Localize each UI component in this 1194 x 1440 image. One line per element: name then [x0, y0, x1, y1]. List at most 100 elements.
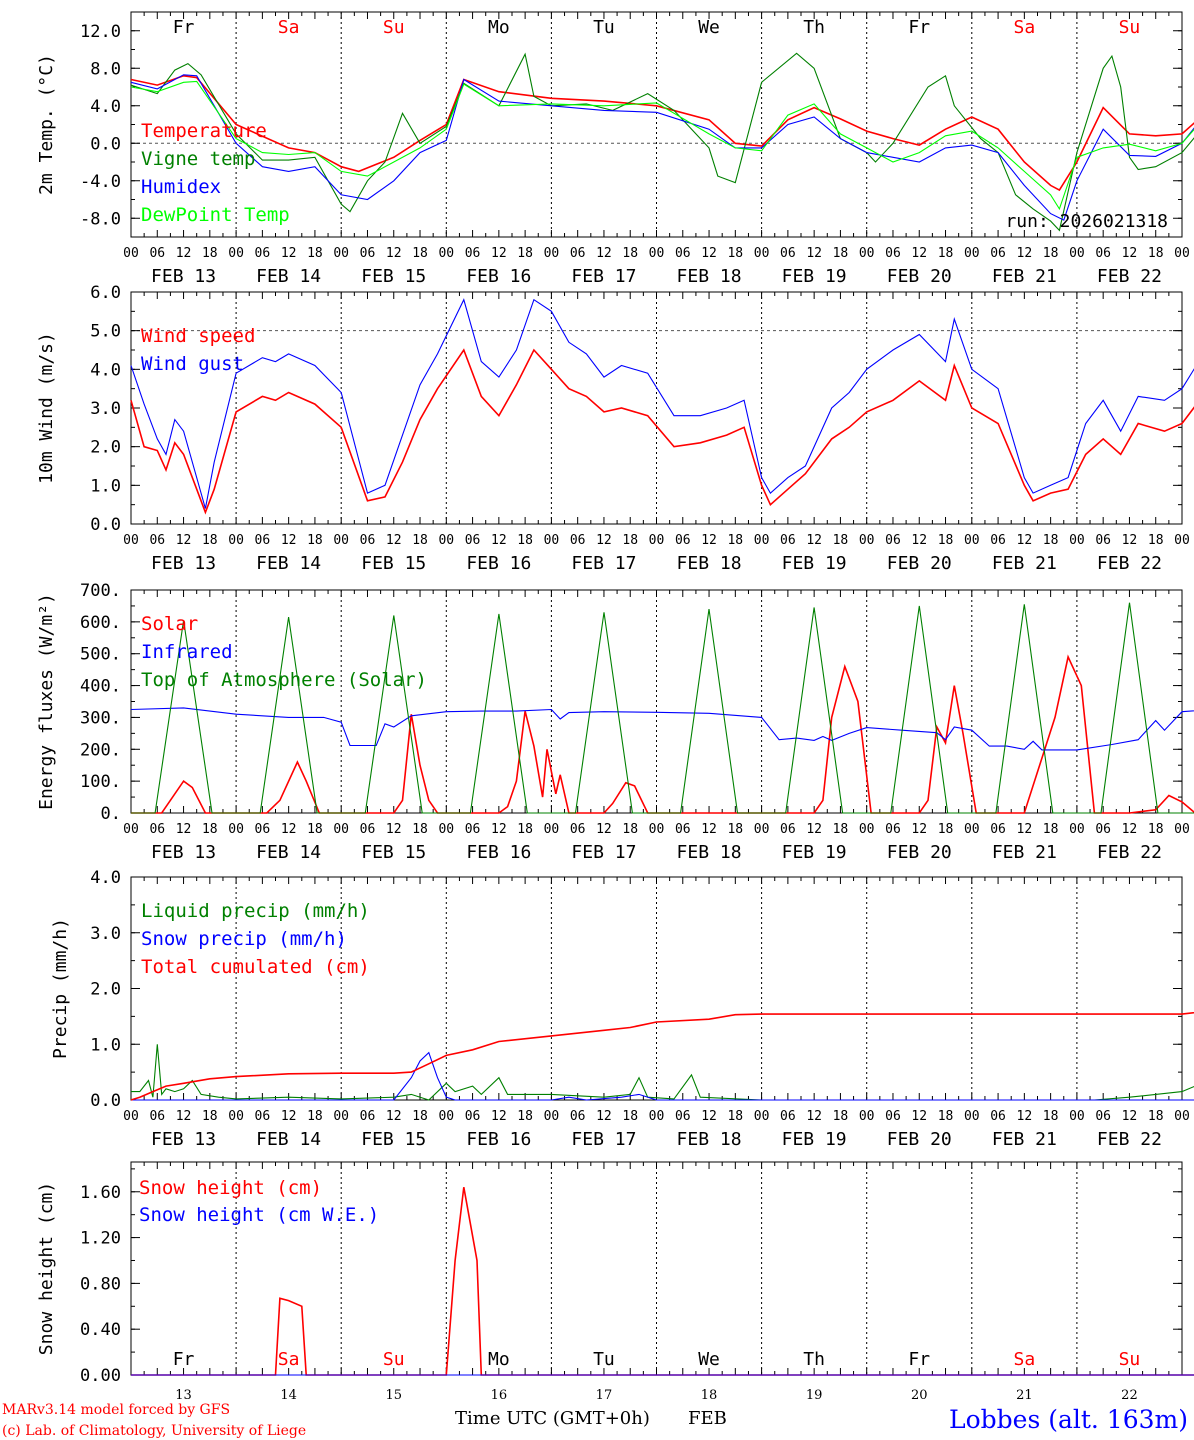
hour-tick-label: 12 — [176, 1109, 192, 1124]
weekday-label: Sa — [1014, 1349, 1036, 1370]
hour-tick-label: 12 — [1122, 533, 1138, 548]
hour-tick-label: 18 — [938, 1109, 954, 1124]
hour-tick-label: 18 — [307, 246, 323, 261]
hour-tick-label: 06 — [465, 246, 481, 261]
credit-lab: (c) Lab. of Climatology, University of L… — [2, 1423, 306, 1439]
hour-tick-label: 00 — [544, 246, 560, 261]
hour-tick-label: 18 — [938, 533, 954, 548]
series-liquid-precip-mm-h — [131, 1044, 1194, 1101]
y-tick-label: 600. — [80, 613, 121, 633]
hour-tick-label: 18 — [833, 1109, 849, 1124]
y-axis-title: Snow height (cm) — [36, 1182, 57, 1355]
date-label: FEB 14 — [256, 266, 321, 287]
legend-entry: Total cumulated (cm) — [141, 956, 370, 978]
hour-tick-label: 00 — [123, 246, 139, 261]
hour-tick-label: 06 — [1095, 246, 1111, 261]
hour-tick-label: 12 — [1017, 533, 1033, 548]
hour-tick-label: 00 — [333, 822, 349, 837]
series-wind-gust — [130, 298, 1194, 509]
hour-tick-label: 00 — [123, 1109, 139, 1124]
date-label: FEB 13 — [151, 553, 216, 574]
hour-tick-label: 00 — [228, 1109, 244, 1124]
hour-tick-label: 12 — [176, 822, 192, 837]
hour-tick-label: 06 — [990, 533, 1006, 548]
hour-tick-label: 18 — [1148, 1109, 1164, 1124]
hour-tick-label: 18 — [1148, 246, 1164, 261]
date-label: FEB 13 — [151, 842, 216, 863]
series-dewpoint-temp — [130, 80, 1194, 211]
date-label: FEB 17 — [571, 553, 636, 574]
hour-tick-label: 18 — [727, 246, 743, 261]
hour-tick-label: 12 — [491, 822, 507, 837]
y-tick-label: 6.0 — [90, 283, 121, 303]
y-tick-label: 3.0 — [90, 924, 121, 944]
weekday-label: Mo — [488, 17, 510, 38]
hour-tick-label: 12 — [596, 246, 612, 261]
station-title: Lobbes (alt. 163m) — [949, 1405, 1188, 1434]
hour-tick-label: 18 — [202, 246, 218, 261]
day-number: 21 — [1016, 1388, 1033, 1403]
hour-tick-label: 12 — [911, 1109, 927, 1124]
hour-tick-label: 00 — [1069, 822, 1085, 837]
hour-tick-label: 00 — [1174, 246, 1190, 261]
y-tick-label: 2.0 — [90, 438, 121, 458]
date-label: FEB 15 — [361, 842, 426, 863]
date-label: FEB 14 — [256, 842, 321, 863]
hour-tick-label: 00 — [649, 533, 665, 548]
hour-tick-label: 00 — [333, 1109, 349, 1124]
hour-tick-label: 18 — [1148, 533, 1164, 548]
hour-tick-label: 12 — [281, 246, 297, 261]
hour-tick-label: 00 — [964, 822, 980, 837]
hour-tick-label: 18 — [202, 533, 218, 548]
weekday-label: We — [698, 1349, 720, 1370]
y-tick-label: 0.0 — [90, 515, 121, 535]
hour-tick-label: 00 — [228, 533, 244, 548]
hour-tick-label: 06 — [885, 533, 901, 548]
hour-tick-label: 00 — [228, 246, 244, 261]
panel-energy: 0. 100. 200. 300. 400. 500. 600. 700. Energy flu… — [36, 581, 1194, 863]
hour-tick-label: 00 — [1174, 822, 1190, 837]
date-label: FEB 18 — [677, 1129, 742, 1150]
date-label: FEB 13 — [151, 1129, 216, 1150]
date-label: FEB 19 — [782, 266, 847, 287]
hour-tick-label: 06 — [465, 822, 481, 837]
y-tick-label: 2.0 — [90, 980, 121, 1000]
y-tick-label: 0.00 — [80, 1366, 121, 1386]
series-humidex — [130, 74, 1194, 221]
weekday-label: Th — [803, 17, 825, 38]
hour-tick-label: 06 — [360, 533, 376, 548]
date-label: FEB 15 — [361, 1129, 426, 1150]
legend-entry: Liquid precip (mm/h) — [141, 900, 370, 922]
hour-tick-label: 06 — [885, 822, 901, 837]
hour-tick-label: 06 — [360, 822, 376, 837]
hour-tick-label: 18 — [307, 1109, 323, 1124]
y-tick-label: 8.0 — [90, 59, 121, 79]
hour-tick-label: 12 — [701, 822, 717, 837]
date-label: FEB 17 — [571, 1129, 636, 1150]
hour-tick-label: 12 — [596, 822, 612, 837]
hour-tick-label: 00 — [1174, 533, 1190, 548]
hour-tick-label: 18 — [622, 822, 638, 837]
hour-tick-label: 12 — [176, 533, 192, 548]
hour-tick-label: 00 — [754, 822, 770, 837]
panel-temp: -8.0 -4.0 0.0 4.0 8.0 12.0 2m Temp. (°C) 00 06 12… — [36, 11, 1194, 287]
date-label: FEB 20 — [887, 266, 952, 287]
x-axis-title: Time UTC (GMT+0h) — [455, 1408, 650, 1429]
y-tick-label: 0.0 — [90, 1091, 121, 1111]
hour-tick-label: 18 — [833, 246, 849, 261]
weekday-label: Tu — [593, 17, 615, 38]
hour-tick-label: 18 — [1148, 822, 1164, 837]
series-infrared — [130, 707, 1194, 751]
y-tick-label: 1.0 — [90, 476, 121, 496]
legend-entry: Wind speed — [141, 325, 255, 347]
hour-tick-label: 12 — [281, 1109, 297, 1124]
date-label: FEB 20 — [887, 553, 952, 574]
y-axis-title: Precip (mm/h) — [50, 918, 71, 1059]
hour-tick-label: 00 — [859, 246, 875, 261]
hour-tick-label: 00 — [1069, 246, 1085, 261]
date-label: FEB 18 — [677, 842, 742, 863]
hour-tick-label: 06 — [570, 246, 586, 261]
hour-tick-label: 00 — [964, 246, 980, 261]
hour-tick-label: 06 — [990, 822, 1006, 837]
